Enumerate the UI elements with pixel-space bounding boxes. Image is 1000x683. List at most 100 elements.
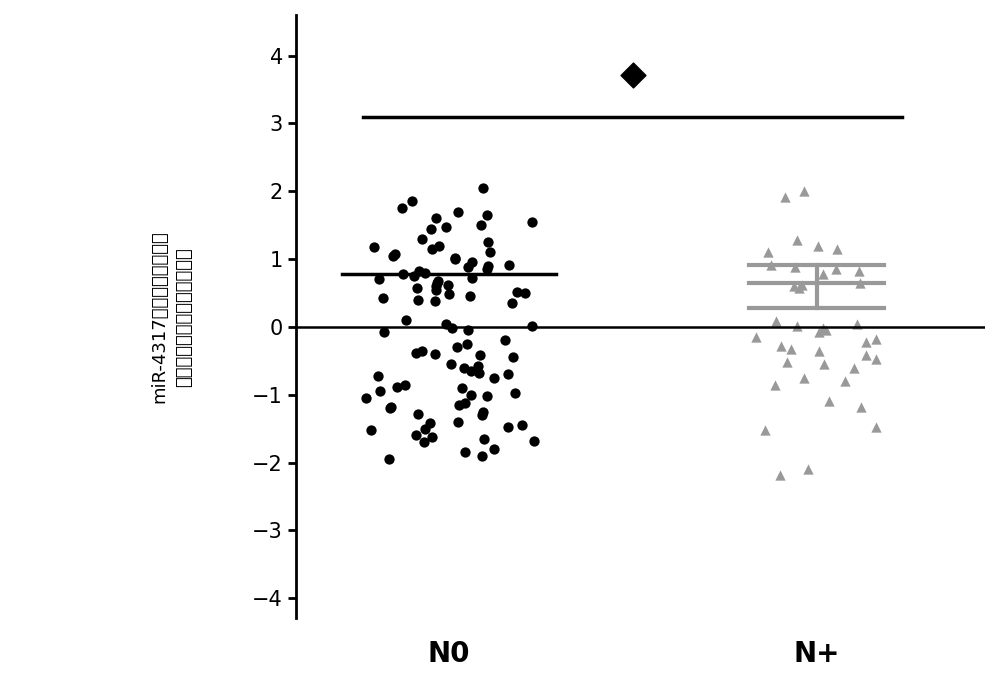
Point <box>387 248 403 259</box>
Point <box>417 267 433 278</box>
Point <box>450 417 466 428</box>
Point <box>791 282 807 293</box>
Point <box>398 315 414 326</box>
Point <box>410 294 426 305</box>
Point <box>794 279 810 290</box>
Point <box>509 286 525 297</box>
Point <box>428 281 444 292</box>
Point <box>462 291 478 302</box>
Point <box>444 323 460 334</box>
Point <box>773 340 789 351</box>
Point <box>479 264 495 275</box>
Point <box>818 325 834 336</box>
Point <box>868 334 884 345</box>
Point <box>410 408 426 419</box>
Point <box>853 402 869 413</box>
Point <box>371 274 387 285</box>
Point <box>524 217 540 227</box>
Point <box>786 281 802 292</box>
Point <box>472 350 488 361</box>
Point <box>837 376 853 387</box>
Point <box>796 372 812 383</box>
Point <box>507 388 523 399</box>
Point <box>447 253 463 264</box>
Point <box>441 289 457 300</box>
Point <box>474 410 490 421</box>
Point <box>480 260 496 271</box>
Point <box>414 234 430 245</box>
Point <box>772 469 788 480</box>
Point <box>471 367 487 378</box>
Point <box>394 203 410 214</box>
Point <box>404 196 420 207</box>
Point <box>457 398 473 408</box>
Point <box>829 243 845 254</box>
Point <box>450 206 466 217</box>
Point <box>476 433 492 444</box>
Point <box>497 335 513 346</box>
Point <box>473 220 489 231</box>
Point <box>470 361 486 372</box>
Point <box>427 348 443 359</box>
Point <box>464 273 480 283</box>
Point <box>868 422 884 433</box>
Point <box>358 393 374 404</box>
Point <box>815 268 831 279</box>
Point <box>783 343 799 354</box>
Point <box>385 250 401 261</box>
Point <box>363 425 379 436</box>
Point <box>440 279 456 290</box>
Point <box>459 338 475 349</box>
Point <box>417 423 433 434</box>
Point <box>429 277 445 288</box>
Point <box>479 391 495 402</box>
Point <box>447 252 463 263</box>
Point <box>397 379 413 390</box>
Point <box>811 327 827 338</box>
Point <box>517 288 533 298</box>
Point <box>763 259 779 270</box>
Point <box>789 235 805 246</box>
Point <box>779 357 795 367</box>
Point <box>427 296 443 307</box>
Point <box>800 464 816 475</box>
Point <box>757 425 773 436</box>
Point <box>395 268 411 279</box>
Point <box>796 186 812 197</box>
Point <box>849 318 865 329</box>
Point <box>406 270 422 281</box>
Point <box>858 350 874 361</box>
Point <box>760 247 776 257</box>
Point <box>464 257 480 268</box>
Point <box>486 443 502 454</box>
Point <box>383 402 399 413</box>
Point <box>457 447 473 458</box>
Point <box>625 69 641 80</box>
Point <box>821 396 837 407</box>
Point <box>858 336 874 347</box>
Point <box>748 332 764 343</box>
Point <box>480 237 496 248</box>
Point <box>777 191 793 202</box>
Point <box>460 325 476 336</box>
Point <box>846 362 862 373</box>
Point <box>375 293 391 304</box>
Point <box>816 359 832 370</box>
Point <box>787 262 803 273</box>
Point <box>463 365 479 376</box>
Point <box>409 282 425 293</box>
Point <box>414 345 430 356</box>
Point <box>431 240 447 251</box>
Point <box>474 450 490 461</box>
Point <box>381 454 397 464</box>
Point <box>376 327 392 338</box>
Point <box>524 320 540 331</box>
Point <box>423 223 439 234</box>
Point <box>504 298 520 309</box>
Point <box>438 318 454 329</box>
Point <box>382 403 398 414</box>
Point <box>424 243 440 254</box>
Point <box>526 435 542 446</box>
Point <box>424 431 440 442</box>
Point <box>789 320 805 331</box>
